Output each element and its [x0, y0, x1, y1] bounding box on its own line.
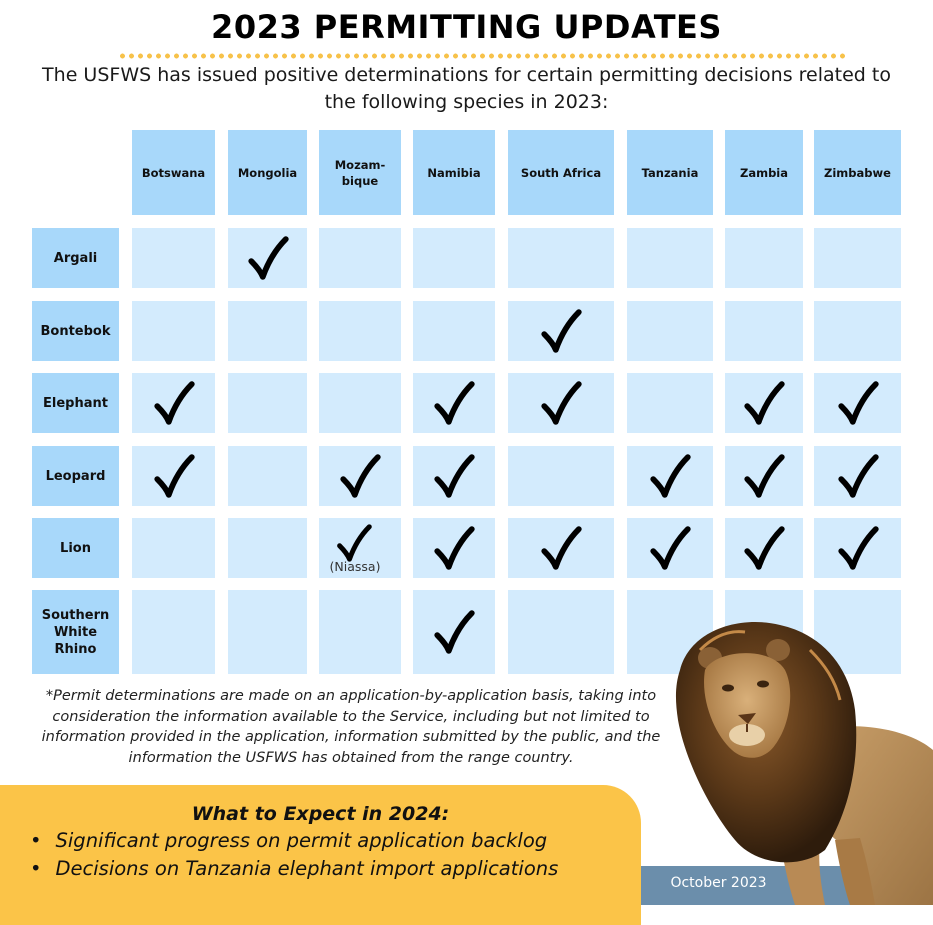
checkmark-icon [837, 526, 879, 570]
table-cell [228, 590, 307, 674]
checkmark-icon [837, 381, 879, 425]
column-header: Tanzania [627, 130, 713, 215]
expect-item: • Decisions on Tanzania elephant import a… [30, 855, 558, 883]
column-header: Mongolia [228, 130, 307, 215]
table-cell [228, 518, 307, 578]
checkmark-icon [153, 381, 195, 425]
checkmark-icon [247, 236, 289, 280]
table-cell [508, 518, 614, 578]
checkmark-icon [337, 524, 372, 562]
cell-note: (Niassa) [329, 559, 381, 574]
table-cell [814, 518, 901, 578]
expect-item-text: Significant progress on permit applicati… [55, 829, 548, 852]
table-cell [413, 590, 495, 674]
expect-item-text: Decisions on Tanzania elephant import ap… [55, 857, 559, 880]
table-cell [814, 301, 901, 361]
table-cell [228, 446, 307, 506]
row-header: Bontebok [32, 301, 119, 361]
table-cell [132, 446, 215, 506]
table-cell [319, 301, 401, 361]
table-cell [814, 373, 901, 433]
checkmark-icon [434, 381, 475, 425]
footer-date: October 2023 [670, 875, 767, 891]
row-header: Southern White Rhino [32, 590, 119, 674]
table-cell [132, 590, 215, 674]
expect-title: What to Expect in 2024: [191, 803, 450, 825]
table-cell [508, 446, 614, 506]
table-cell [508, 301, 614, 361]
table-cell [413, 446, 495, 506]
table-cell [508, 228, 614, 288]
table-cell [725, 228, 803, 288]
expect-panel: What to Expect in 2024: • Significant pro… [0, 785, 641, 925]
table-cell [228, 373, 307, 433]
table-cell [814, 446, 901, 506]
lion-photo [675, 622, 933, 905]
checkmark-icon [153, 454, 195, 498]
expect-list: • Significant progress on permit applicat… [30, 827, 558, 883]
column-header: Zambia [725, 130, 803, 215]
checkmark-icon [434, 610, 475, 654]
table-cell [413, 373, 495, 433]
table-cell [413, 301, 495, 361]
column-header: South Africa [508, 130, 614, 215]
table-cell [627, 446, 713, 506]
bullet-icon: • [30, 829, 42, 852]
table-cell [814, 228, 901, 288]
table-cell [132, 518, 215, 578]
bullet-icon: • [30, 857, 42, 880]
table-cell [627, 301, 713, 361]
table-cell [627, 228, 713, 288]
column-header: Zimbabwe [814, 130, 901, 215]
table-cell [725, 373, 803, 433]
checkmark-icon [434, 526, 475, 570]
checkmark-icon [541, 526, 582, 570]
table-cell [413, 228, 495, 288]
table-cell [319, 446, 401, 506]
table-cell [132, 228, 215, 288]
table-cell [132, 373, 215, 433]
checkmark-icon [837, 454, 879, 498]
page-title: 2023 PERMITTING UPDATES [211, 8, 722, 46]
table-cell [508, 373, 614, 433]
table-cell [508, 590, 614, 674]
table-cell [725, 301, 803, 361]
row-header: Lion [32, 518, 119, 578]
table-cell [725, 446, 803, 506]
table-cell [228, 301, 307, 361]
checkmark-icon [744, 454, 785, 498]
checkmark-icon [541, 309, 582, 353]
table-cell [228, 228, 307, 288]
table-cell [319, 590, 401, 674]
page-subtitle: The USFWS has issued positive determinat… [42, 64, 891, 113]
column-header: Mozam-bique [319, 130, 401, 215]
column-header: Namibia [413, 130, 495, 215]
checkmark-icon [340, 454, 381, 498]
table-cell [319, 373, 401, 433]
table-cell [132, 301, 215, 361]
row-header: Elephant [32, 373, 119, 433]
table-cell [627, 518, 713, 578]
checkmark-icon [650, 454, 691, 498]
row-header: Leopard [32, 446, 119, 506]
table-cell [627, 373, 713, 433]
table-cell: (Niassa) [319, 518, 401, 578]
table-cell [413, 518, 495, 578]
checkmark-icon [434, 454, 475, 498]
expect-item: • Significant progress on permit applicat… [30, 827, 558, 855]
column-header: Botswana [132, 130, 215, 215]
table-cell [725, 518, 803, 578]
disclaimer-text: *Permit determinations are made on an ap… [41, 688, 661, 766]
checkmark-icon [541, 381, 582, 425]
dotted-divider [118, 53, 848, 59]
checkmark-icon [744, 381, 785, 425]
row-header: Argali [32, 228, 119, 288]
checkmark-icon [744, 526, 785, 570]
table-cell [319, 228, 401, 288]
checkmark-icon [650, 526, 691, 570]
